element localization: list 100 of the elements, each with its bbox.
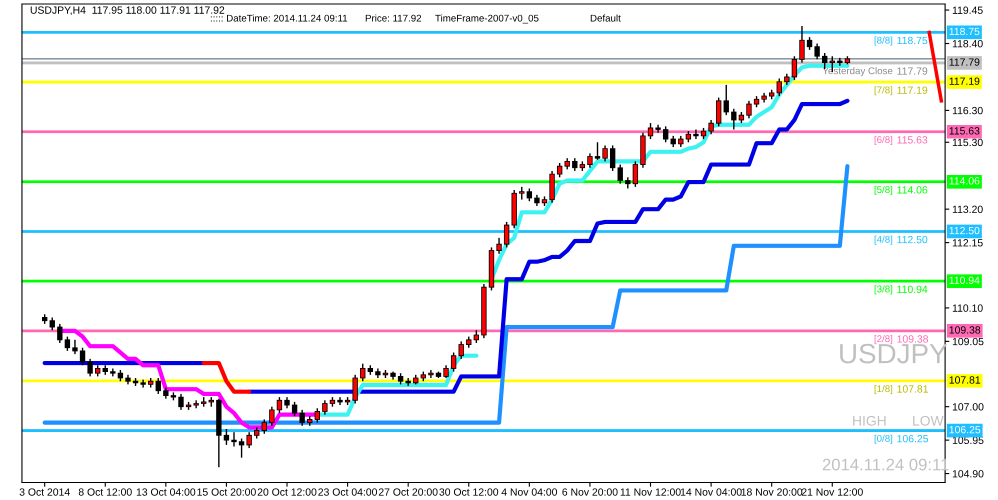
candlestick [602, 144, 608, 162]
candlestick [322, 400, 328, 416]
candlestick [148, 377, 154, 388]
candlestick [799, 25, 805, 64]
candlestick [504, 221, 510, 248]
candlestick [519, 186, 524, 200]
y-tick-label: 118.40 [952, 40, 983, 48]
y-tick-label: 107.00 [952, 403, 984, 411]
candlestick [556, 162, 562, 178]
candlestick [276, 396, 282, 414]
text: 115.63 [950, 127, 980, 135]
x-tick-label: 18 Nov 20:00 [742, 488, 802, 496]
candlestick [284, 396, 290, 409]
annotation: [4/8] [874, 236, 892, 245]
candlestick [368, 364, 374, 376]
candlestick [352, 374, 358, 404]
candlestick [307, 416, 312, 426]
candlestick [224, 428, 230, 446]
candlestick [746, 100, 752, 120]
annotation: Yesterday Close [822, 67, 892, 76]
text: 118.75 [950, 28, 980, 36]
candlestick [594, 142, 600, 160]
candlestick [806, 36, 812, 51]
annotation: ::::: DateTime: 2014.11.24 09:11 [210, 14, 348, 22]
candlestick [201, 396, 206, 408]
x-tick-label: 21 Nov 12:00 [802, 488, 863, 496]
x-tick-label: 30 Oct 12:00 [439, 488, 498, 496]
ref-line-label: 118.75 [897, 36, 928, 44]
x-tick-label: 20 Oct 12:00 [258, 488, 316, 496]
candlestick [662, 126, 668, 143]
candlestick [814, 42, 820, 60]
annotation: [6/8] [874, 136, 892, 145]
candlestick [262, 418, 267, 434]
annotation: TimeFrame-2007-v0_05 [435, 14, 539, 24]
candlestick [526, 188, 532, 202]
candlestick [738, 111, 744, 124]
y-tick-label: 104.90 [952, 470, 984, 478]
x-tick-label: 11 Nov 12:00 [620, 488, 681, 496]
candlestick [292, 401, 298, 417]
text: HIGH [853, 416, 886, 426]
text: 109.38 [950, 326, 980, 334]
annotation: [7/8] [874, 86, 892, 96]
candlestick [768, 89, 774, 100]
x-tick-label: 23 Oct 04:00 [318, 488, 378, 496]
candlestick [420, 370, 426, 382]
candlestick [398, 372, 404, 386]
annotation: [3/8] [874, 285, 892, 294]
x-tick-label: 15 Oct 20:00 [197, 488, 256, 496]
text: 117.19 [950, 77, 980, 85]
candlestick [208, 396, 214, 408]
candlestick [238, 438, 244, 458]
candlestick [761, 92, 767, 104]
candlestick [754, 95, 760, 108]
candlestick [708, 119, 714, 135]
candlestick [731, 108, 737, 130]
y-tick-label: 115.30 [952, 138, 983, 146]
candlestick [776, 78, 782, 97]
ref-line-label: 110.94 [897, 286, 928, 293]
annotation: Default [590, 14, 621, 22]
text: 112.50 [950, 226, 980, 234]
candlestick [163, 386, 169, 400]
candlestick [534, 194, 540, 207]
candlestick [784, 73, 790, 86]
ref-line-label: 106.25 [897, 434, 928, 442]
candlestick [458, 340, 464, 360]
candlestick [466, 336, 472, 348]
y-tick-label: 116.30 [952, 106, 983, 114]
candlestick [156, 377, 161, 395]
y-tick-label: 112.15 [952, 239, 983, 246]
candlestick [450, 352, 456, 372]
candlestick [587, 152, 593, 168]
candlestick [330, 396, 336, 408]
candlestick [375, 368, 381, 379]
y-tick-label: 119.45 [952, 6, 983, 14]
annotation: [2/8] [874, 335, 892, 344]
candlestick [564, 157, 570, 170]
x-tick-label: 27 Oct 20:00 [378, 488, 438, 496]
text: LOW [913, 416, 944, 426]
annotation: Price: 117.92 [366, 14, 422, 22]
annotation: [1/8] [874, 385, 892, 394]
candlestick [632, 160, 638, 188]
ref-line-label: 115.63 [897, 136, 928, 144]
candlestick [314, 408, 320, 424]
candlestick [618, 164, 623, 184]
candlestick [648, 122, 654, 140]
text: 110.94 [950, 276, 980, 284]
x-tick-label: 14 Nov 04:00 [680, 488, 742, 496]
candlestick [474, 330, 480, 344]
candlestick [57, 323, 63, 344]
candlestick [299, 409, 305, 426]
candlestick [269, 406, 275, 426]
candlestick [716, 96, 722, 128]
text: 106.25 [950, 426, 980, 434]
x-tick-label: 3 Oct 2014 [20, 488, 70, 496]
candlestick [443, 364, 449, 379]
candlestick [413, 374, 418, 386]
candlestick [231, 431, 237, 448]
candlestick [42, 314, 48, 325]
candlestick [686, 130, 692, 143]
ref-line-label: 114.06 [897, 186, 928, 194]
